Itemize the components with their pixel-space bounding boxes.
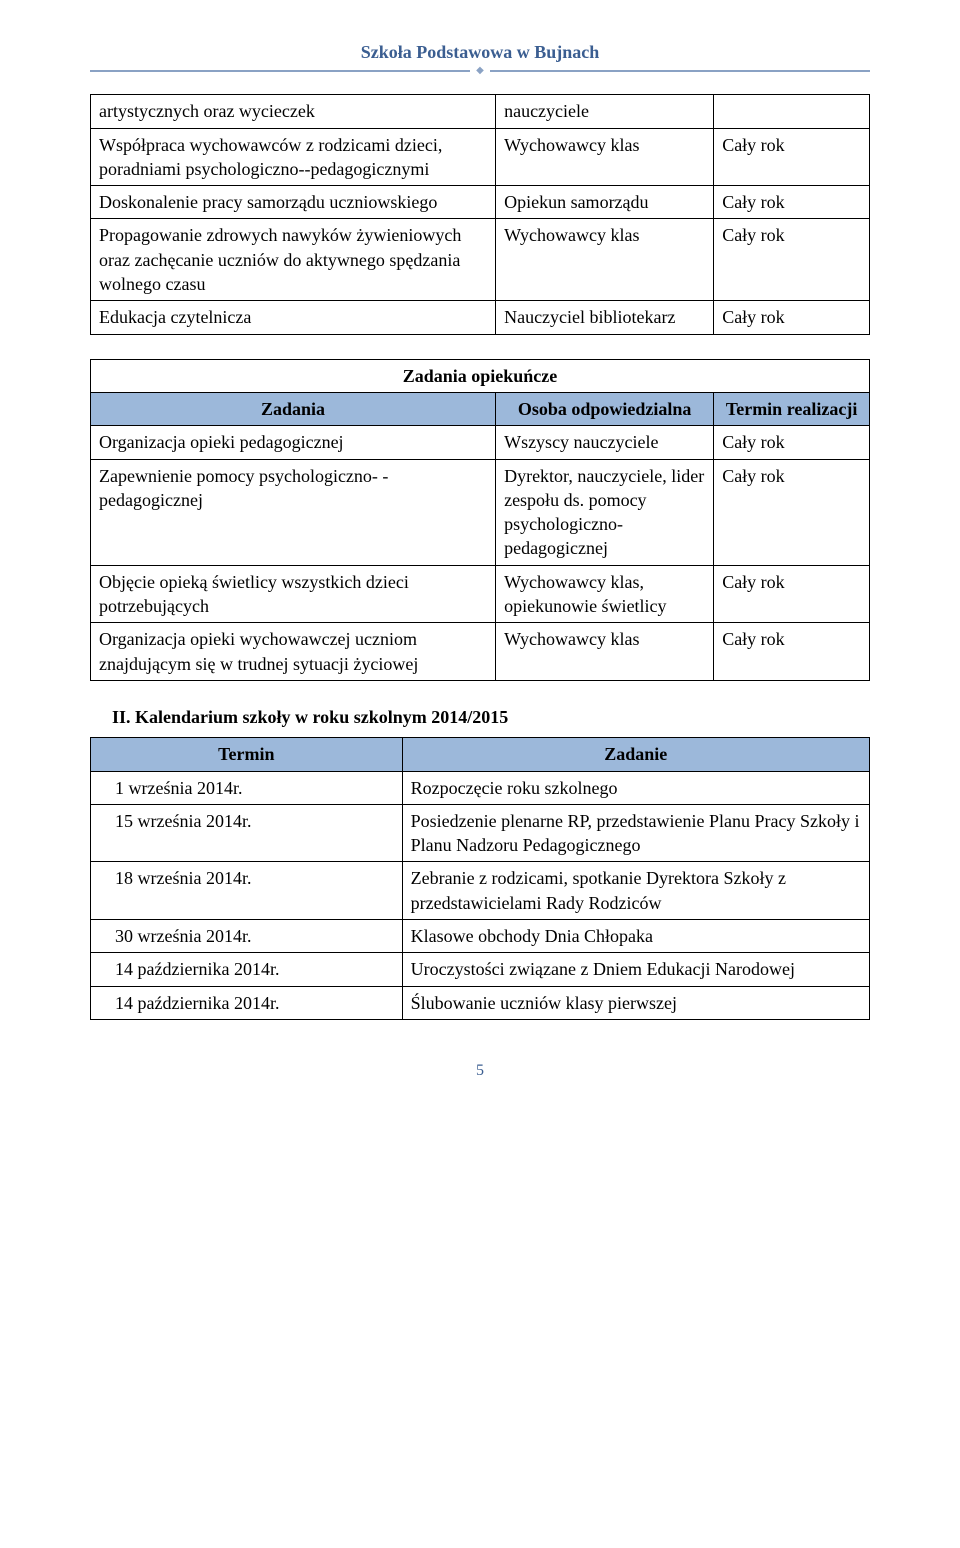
cell-term: Cały rok: [714, 128, 870, 186]
cell-person: Dyrektor, nauczyciele, lider zespołu ds.…: [496, 459, 714, 565]
cell-person: Nauczyciel bibliotekarz: [496, 301, 714, 334]
col-header-osoba: Osoba odpowiedzialna: [496, 392, 714, 425]
cell-term: Cały rok: [714, 623, 870, 681]
cell-date: 1 września 2014r.: [91, 771, 403, 804]
table-row: Edukacja czytelnicza Nauczyciel bibliote…: [91, 301, 870, 334]
cell-term: Cały rok: [714, 565, 870, 623]
cell-term: Cały rok: [714, 459, 870, 565]
document-header: Szkoła Podstawowa w Bujnach ◆: [90, 40, 870, 76]
table-title-row: Zadania opiekuńcze: [91, 359, 870, 392]
cell-person: Wychowawcy klas: [496, 219, 714, 301]
col-header-zadanie: Zadanie: [402, 738, 869, 771]
table-kalendarium: Termin Zadanie 1 września 2014r. Rozpocz…: [90, 737, 870, 1020]
header-rule: ◆: [90, 66, 870, 76]
cell-task: Doskonalenie pracy samorządu uczniowskie…: [91, 186, 496, 219]
cell-term: Cały rok: [714, 186, 870, 219]
table-row: 1 września 2014r. Rozpoczęcie roku szkol…: [91, 771, 870, 804]
cell-person: Opiekun samorządu: [496, 186, 714, 219]
cell-task: Współpraca wychowawców z rodzicami dziec…: [91, 128, 496, 186]
table-row: Propagowanie zdrowych nawyków żywieniowy…: [91, 219, 870, 301]
table-row: 14 października 2014r. Ślubowanie ucznió…: [91, 986, 870, 1019]
section-ii-heading: II. Kalendarium szkoły w roku szkolnym 2…: [112, 705, 870, 729]
col-header-zadania: Zadania: [91, 392, 496, 425]
rule-left: [90, 70, 470, 72]
cell-task: artystycznych oraz wycieczek: [91, 95, 496, 128]
cell-person: Wychowawcy klas, opiekunowie świetlicy: [496, 565, 714, 623]
table-header-row: Termin Zadanie: [91, 738, 870, 771]
cell-date: 15 września 2014r.: [91, 804, 403, 862]
cell-term: Cały rok: [714, 426, 870, 459]
cell-person: Wszyscy nauczyciele: [496, 426, 714, 459]
table-title: Zadania opiekuńcze: [91, 359, 870, 392]
table-row: 14 października 2014r. Uroczystości zwią…: [91, 953, 870, 986]
cell-term: Cały rok: [714, 219, 870, 301]
table-row: Zapewnienie pomocy psychologiczno- -peda…: [91, 459, 870, 565]
cell-date: 14 października 2014r.: [91, 953, 403, 986]
cell-task: Organizacja opieki wychowawczej uczniom …: [91, 623, 496, 681]
cell-event: Klasowe obchody Dnia Chłopaka: [402, 920, 869, 953]
cell-person: Wychowawcy klas: [496, 623, 714, 681]
table-row: artystycznych oraz wycieczek nauczyciele: [91, 95, 870, 128]
table-row: Objęcie opieką świetlicy wszystkich dzie…: [91, 565, 870, 623]
table-row: Współpraca wychowawców z rodzicami dziec…: [91, 128, 870, 186]
table-row: 18 września 2014r. Zebranie z rodzicami,…: [91, 862, 870, 920]
cell-task: Edukacja czytelnicza: [91, 301, 496, 334]
table-zadania-opiekuncze: Zadania opiekuńcze Zadania Osoba odpowie…: [90, 359, 870, 681]
table-row: 30 września 2014r. Klasowe obchody Dnia …: [91, 920, 870, 953]
cell-event: Ślubowanie uczniów klasy pierwszej: [402, 986, 869, 1019]
page-number: 5: [90, 1060, 870, 1082]
cell-task: Organizacja opieki pedagogicznej: [91, 426, 496, 459]
cell-term: [714, 95, 870, 128]
cell-date: 18 września 2014r.: [91, 862, 403, 920]
cell-date: 14 października 2014r.: [91, 986, 403, 1019]
col-header-termin: Termin realizacji: [714, 392, 870, 425]
document-title: Szkoła Podstawowa w Bujnach: [90, 40, 870, 64]
cell-person: nauczyciele: [496, 95, 714, 128]
col-header-termin: Termin: [91, 738, 403, 771]
cell-event: Uroczystości związane z Dniem Edukacji N…: [402, 953, 869, 986]
cell-event: Zebranie z rodzicami, spotkanie Dyrektor…: [402, 862, 869, 920]
table-row: Doskonalenie pracy samorządu uczniowskie…: [91, 186, 870, 219]
cell-date: 30 września 2014r.: [91, 920, 403, 953]
cell-task: Propagowanie zdrowych nawyków żywieniowy…: [91, 219, 496, 301]
cell-task: Objęcie opieką świetlicy wszystkich dzie…: [91, 565, 496, 623]
rule-diamond-icon: ◆: [476, 66, 484, 76]
cell-term: Cały rok: [714, 301, 870, 334]
table-row: Organizacja opieki pedagogicznej Wszyscy…: [91, 426, 870, 459]
cell-person: Wychowawcy klas: [496, 128, 714, 186]
table-header-row: Zadania Osoba odpowiedzialna Termin real…: [91, 392, 870, 425]
rule-right: [490, 70, 870, 72]
cell-event: Rozpoczęcie roku szkolnego: [402, 771, 869, 804]
table-continuation: artystycznych oraz wycieczek nauczyciele…: [90, 94, 870, 334]
cell-task: Zapewnienie pomocy psychologiczno- -peda…: [91, 459, 496, 565]
table-row: 15 września 2014r. Posiedzenie plenarne …: [91, 804, 870, 862]
cell-event: Posiedzenie plenarne RP, przedstawienie …: [402, 804, 869, 862]
table-row: Organizacja opieki wychowawczej uczniom …: [91, 623, 870, 681]
